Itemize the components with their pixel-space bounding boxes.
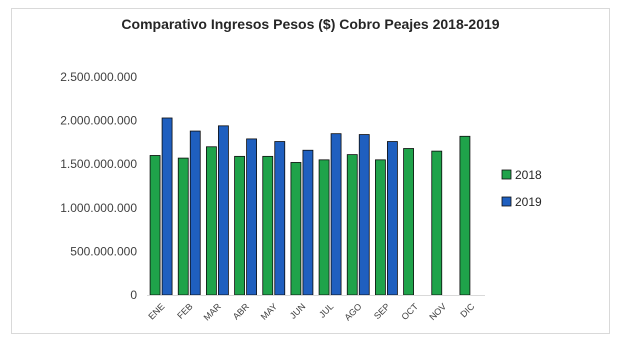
- y-tick-label: 500.000.000: [70, 244, 137, 258]
- bar-2019-MAY: [274, 141, 286, 296]
- y-tick-label: 1.000.000.000: [60, 201, 137, 215]
- bar-2019-ABR: [246, 138, 257, 296]
- y-tick-label: 2.000.000.000: [60, 114, 137, 128]
- y-tick-label: 2.500.000.000: [60, 70, 137, 84]
- bar-2019-AGO: [358, 134, 370, 296]
- bar-2018-ENE: [149, 155, 161, 296]
- y-axis: 0 500.000.000 1.000.000.000 1.500.000.000 2.…: [60, 70, 137, 302]
- x-tick-label: AGO: [342, 301, 363, 322]
- x-tick-label: FEB: [175, 301, 194, 320]
- x-tick-label: JUN: [288, 301, 307, 320]
- bar-2018-NOV: [431, 150, 443, 296]
- x-tick-label: ENE: [146, 301, 166, 321]
- bar-2018-JUN: [290, 162, 302, 296]
- bar-2019-JUL: [330, 133, 342, 296]
- x-tick-label: SEP: [372, 301, 392, 321]
- legend-label-2018: 2018: [515, 168, 542, 182]
- bar-2019-ENE: [161, 117, 173, 296]
- legend-swatch-2018: [501, 169, 512, 180]
- bar-2018-DIC: [459, 135, 471, 296]
- bar-2018-MAR: [206, 146, 217, 296]
- y-tick-label: 0: [130, 288, 137, 302]
- bar-2018-AGO: [346, 154, 358, 296]
- bar-2019-FEB: [189, 130, 201, 296]
- bar-2019-SEP: [387, 141, 398, 296]
- bar-2018-MAY: [262, 155, 274, 296]
- x-tick-label: NOV: [427, 301, 448, 322]
- bar-2018-ABR: [234, 155, 245, 296]
- bars: [149, 117, 471, 296]
- legend-swatch-2019: [501, 196, 512, 207]
- bar-2019-JUN: [302, 149, 314, 296]
- chart-title: Comparativo Ingresos Pesos ($) Cobro Pea…: [121, 16, 500, 32]
- bar-2018-JUL: [318, 159, 330, 296]
- x-axis: ENE FEB MAR ABR MAY JUN JUL AGO SEP OCT NOV DIC: [146, 295, 485, 323]
- bar-2018-OCT: [403, 148, 414, 296]
- legend: 2018 2019: [501, 168, 542, 209]
- bar-2018-SEP: [375, 159, 386, 296]
- x-tick-label: OCT: [399, 301, 420, 322]
- x-tick-label: MAY: [259, 301, 279, 321]
- x-tick-label: MAR: [202, 301, 224, 323]
- x-tick-label: ABR: [231, 301, 252, 322]
- x-tick-label: DIC: [458, 301, 476, 319]
- legend-label-2019: 2019: [515, 195, 542, 209]
- bar-2018-FEB: [177, 157, 189, 296]
- x-tick-label: JUL: [317, 301, 335, 319]
- y-tick-label: 1.500.000.000: [60, 157, 137, 171]
- bar-2019-MAR: [218, 125, 229, 296]
